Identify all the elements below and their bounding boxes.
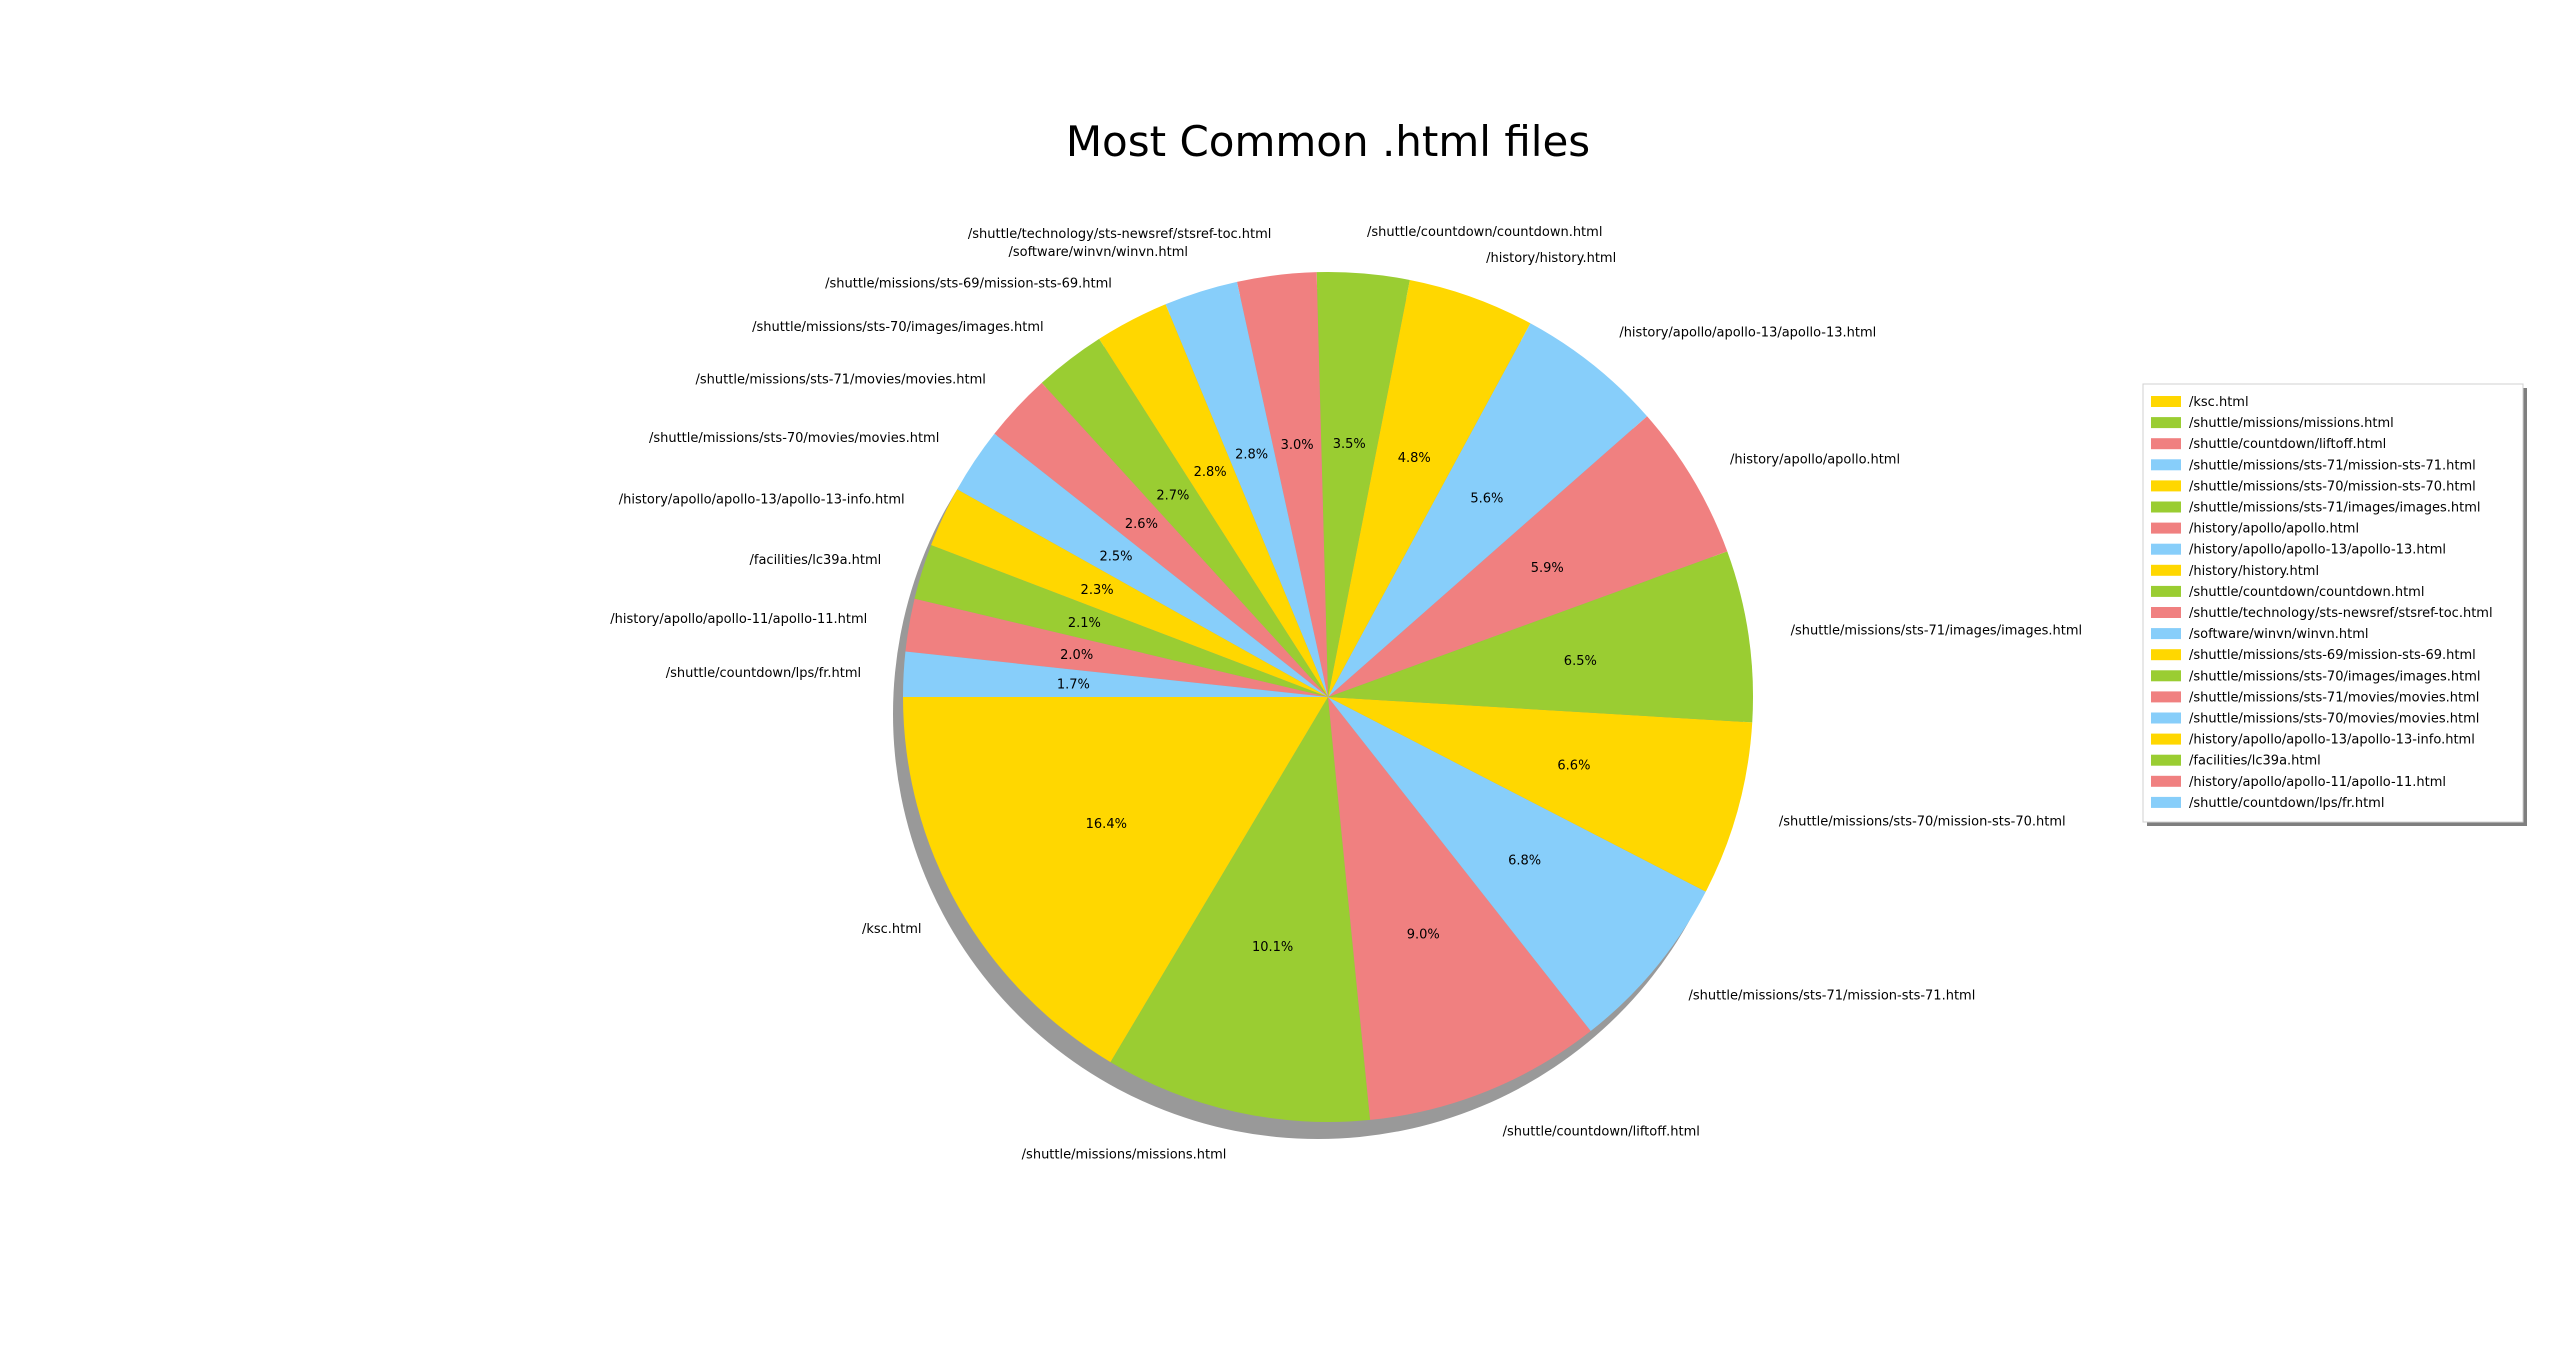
legend-entry-label: /shuttle/countdown/lps/fr.html [2189,796,2384,811]
slice-percent-label: 2.0% [1060,648,1093,663]
legend-entry-label: /software/winvn/winvn.html [2189,627,2369,642]
legend-entry-label: /shuttle/missions/sts-70/images/images.h… [2189,669,2481,684]
slice-percent-label: 3.0% [1281,438,1314,453]
slice-percent-label: 10.1% [1252,940,1293,955]
legend-swatch [2151,670,2181,681]
slice-outer-label: /shuttle/countdown/countdown.html [1367,225,1602,240]
legend-entry-label: /shuttle/missions/sts-71/movies/movies.h… [2189,690,2479,705]
legend-entry-label: /facilities/lc39a.html [2189,754,2321,769]
slice-percent-label: 2.7% [1156,489,1189,504]
slice-outer-label: /shuttle/countdown/liftoff.html [1503,1125,1700,1140]
slice-percent-label: 2.5% [1099,549,1132,564]
legend-swatch [2151,586,2181,597]
slice-outer-label: /ksc.html [862,922,922,937]
slice-percent-label: 5.9% [1531,561,1564,576]
legend-entry-label: /shuttle/missions/sts-71/mission-sts-71.… [2189,458,2476,473]
legend-swatch [2151,755,2181,766]
legend-swatch [2151,628,2181,639]
legend-swatch [2151,523,2181,534]
legend: /ksc.html/shuttle/missions/missions.html… [2143,384,2527,826]
chart-title: Most Common .html files [1066,117,1590,166]
legend-entry-label: /shuttle/countdown/countdown.html [2189,585,2424,600]
slice-outer-label: /software/winvn/winvn.html [1008,245,1188,260]
legend-swatch [2151,417,2181,428]
slice-outer-label: /shuttle/countdown/lps/fr.html [666,666,861,681]
slice-percent-label: 4.8% [1398,451,1431,466]
slice-percent-label: 2.8% [1235,448,1268,463]
legend-entry-label: /shuttle/technology/sts-newsref/stsref-t… [2189,606,2493,621]
legend-swatch [2151,544,2181,555]
slice-percent-label: 3.5% [1333,437,1366,452]
slice-outer-label: /history/history.html [1486,251,1616,266]
slice-outer-label: /facilities/lc39a.html [750,553,882,568]
slice-outer-label: /shuttle/missions/sts-70/movies/movies.h… [649,431,939,446]
legend-entry-label: /history/apollo/apollo-13/apollo-13-info… [2189,733,2475,748]
legend-swatch [2151,438,2181,449]
legend-swatch [2151,797,2181,808]
slice-outer-label: /history/apollo/apollo.html [1730,452,1900,467]
legend-swatch [2151,607,2181,618]
legend-swatch [2151,480,2181,491]
legend-entry-label: /ksc.html [2189,395,2249,410]
slice-outer-label: /history/apollo/apollo-13/apollo-13.html [1619,325,1876,340]
legend-entry-label: /history/apollo/apollo-13/apollo-13.html [2189,543,2446,558]
slice-percent-label: 16.4% [1086,817,1127,832]
legend-entry-label: /shuttle/countdown/liftoff.html [2189,437,2386,452]
slice-outer-label: /shuttle/missions/sts-70/mission-sts-70.… [1779,815,2066,830]
slice-outer-label: /history/apollo/apollo-11/apollo-11.html [610,612,867,627]
slice-percent-label: 9.0% [1407,928,1440,943]
slice-outer-label: /shuttle/missions/sts-69/mission-sts-69.… [825,276,1112,291]
slice-outer-label: /shuttle/missions/sts-71/images/images.h… [1791,623,2083,638]
legend-entry-label: /shuttle/missions/sts-69/mission-sts-69.… [2189,648,2476,663]
slice-percent-label: 1.7% [1057,677,1090,692]
slice-outer-label: /shuttle/missions/sts-71/mission-sts-71.… [1689,989,1976,1004]
legend-swatch [2151,502,2181,513]
legend-swatch [2151,396,2181,407]
legend-swatch [2151,565,2181,576]
legend-entry-label: /shuttle/missions/missions.html [2189,416,2394,431]
legend-entry-label: /history/history.html [2189,564,2319,579]
legend-entry-label: /shuttle/missions/sts-70/mission-sts-70.… [2189,479,2476,494]
slice-outer-label: /history/apollo/apollo-13/apollo-13-info… [619,493,905,508]
slice-percent-label: 5.6% [1470,492,1503,507]
legend-entry-label: /history/apollo/apollo-11/apollo-11.html [2189,775,2446,790]
slice-outer-label: /shuttle/missions/missions.html [1022,1147,1227,1162]
slice-percent-label: 6.8% [1508,853,1541,868]
legend-swatch [2151,459,2181,470]
slice-outer-label: /shuttle/missions/sts-71/movies/movies.h… [696,372,986,387]
slice-percent-label: 2.1% [1068,616,1101,631]
legend-swatch [2151,734,2181,745]
legend-swatch [2151,649,2181,660]
slice-percent-label: 6.6% [1557,758,1590,773]
legend-swatch [2151,691,2181,702]
pie-slices [903,272,1753,1122]
slice-outer-label: /shuttle/missions/sts-70/images/images.h… [752,320,1044,335]
legend-entry-label: /shuttle/missions/sts-71/images/images.h… [2189,501,2481,516]
slice-outer-label: /shuttle/technology/sts-newsref/stsref-t… [968,227,1272,242]
slice-percent-label: 2.3% [1081,583,1114,598]
legend-swatch [2151,713,2181,724]
slice-percent-label: 2.6% [1125,517,1158,532]
legend-swatch [2151,776,2181,787]
slice-percent-label: 6.5% [1564,654,1597,669]
legend-entry-label: /shuttle/missions/sts-70/movies/movies.h… [2189,712,2479,727]
legend-entry-label: /history/apollo/apollo.html [2189,522,2359,537]
slice-percent-label: 2.8% [1194,465,1227,480]
